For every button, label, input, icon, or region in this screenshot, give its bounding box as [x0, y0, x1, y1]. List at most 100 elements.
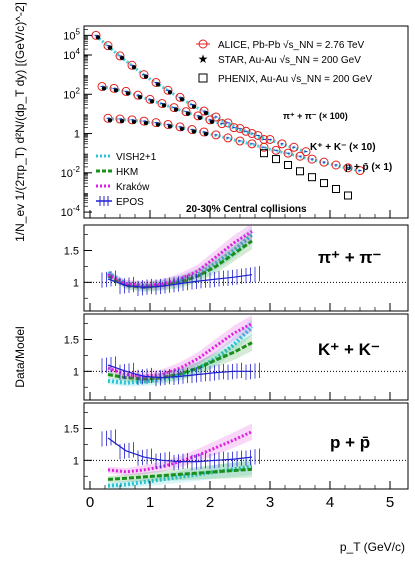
top-ylabel: 1/N_ev 1/(2πp_T) d²N/(dp_T dy) [(GeV/c)^… [13, 2, 27, 242]
model-band-top-2 [107, 117, 361, 173]
top-ytick-label: 10-4 [61, 204, 81, 219]
xtick-label: 3 [266, 494, 274, 511]
alice-point [139, 116, 149, 126]
star-point [107, 45, 113, 50]
ratio-label-pion: π⁺ + π⁻ [318, 248, 381, 267]
top-ytick-label: 1 [74, 129, 80, 141]
star-point [143, 120, 149, 126]
star-point [203, 131, 209, 137]
star-point [203, 110, 209, 116]
phenix-point [284, 161, 292, 170]
alice-point [283, 148, 293, 158]
ratio-panel-3-frame [83, 402, 409, 490]
alice-point [133, 90, 143, 100]
star-point [173, 107, 179, 112]
ratio-ytick-label: 1 [73, 455, 79, 467]
alice-point [199, 106, 209, 116]
species-label-pion: π⁺ + π⁻ (× 100) [283, 111, 348, 121]
ticks-layer: 105 104 102 1 10-2 10-4 1 1.5 1 1.5 1 1.5 0 1 2 3 4 5 [61, 25, 394, 511]
legend-phenix-label: PHENIX, Au-Au √s_NN = 200 GeV [218, 73, 373, 85]
alice-point [265, 134, 275, 144]
alice-point [331, 160, 341, 170]
ratio-ytick-label: 1.5 [64, 423, 79, 435]
model-curve-krakw-1 [107, 322, 253, 378]
star-point [149, 99, 155, 104]
alice-point [163, 119, 173, 129]
star-point [179, 126, 185, 132]
epos-curve-0 [107, 274, 253, 289]
top-ytick-label: 10-2 [61, 165, 81, 180]
alice-point [235, 136, 245, 146]
star-point [119, 55, 125, 61]
alice-point [103, 41, 113, 51]
ratio-ytick-label: 1.5 [64, 245, 79, 257]
star-point [161, 103, 167, 108]
ratio-panel-1-frame [83, 224, 409, 312]
star-point [155, 82, 161, 87]
legend-vish-label: VISH2+1 [116, 152, 157, 163]
top-ytick-label: 104 [63, 47, 80, 62]
star-point [95, 35, 101, 40]
alice-point [127, 60, 137, 70]
alice-point [319, 157, 329, 167]
star-point [167, 124, 173, 129]
species-label-proton: p + p̄ (× 1) [345, 162, 392, 173]
ratio-ytick-label: 1 [73, 277, 79, 289]
alice-point [157, 98, 167, 108]
alice-point [295, 151, 305, 161]
alice-point [199, 127, 209, 137]
star-point [191, 129, 197, 134]
star-point [185, 111, 191, 116]
legend-phenix-marker [198, 73, 208, 83]
star-point [179, 97, 185, 102]
phenix-point [320, 179, 328, 188]
legend-star-marker: ★ [198, 52, 209, 66]
legend-models: VISH2+1 HKM Kraków EPOS [96, 152, 157, 208]
legend-krakow-label: Kraków [116, 182, 150, 193]
alice-point [187, 125, 197, 135]
ratio-ytick-label: 1.5 [64, 334, 79, 346]
alice-point [301, 147, 311, 157]
legend-star-label: STAR, Au-Au √s_NN = 200 GeV [218, 54, 361, 66]
alice-point [271, 145, 281, 155]
alice-point [151, 77, 161, 87]
xtick-label: 2 [206, 494, 214, 511]
legend-hkm-label: HKM [116, 167, 138, 178]
alice-point [307, 154, 317, 164]
ratio-panel-2-frame [83, 313, 409, 401]
alice-point [343, 163, 353, 173]
star-point [119, 118, 125, 124]
alice-point [109, 83, 119, 93]
ratio-label-proton: p + p̄ [330, 433, 370, 452]
star-point [197, 115, 203, 121]
star-point [101, 86, 107, 91]
alice-point [115, 114, 125, 124]
alice-point [259, 142, 269, 152]
xtick-label: 1 [146, 494, 154, 511]
star-point [131, 119, 137, 125]
ratio-ytick-label: 1 [73, 366, 79, 378]
centrality-annotation: 20-30% Central collisions [186, 204, 307, 215]
alice-point [211, 112, 221, 122]
alice-point [217, 119, 227, 129]
alice-point [169, 103, 179, 113]
star-point [131, 65, 137, 70]
xtick-label: 5 [386, 494, 394, 511]
star-point [113, 88, 119, 93]
phenix-point [332, 184, 340, 193]
alice-point [289, 142, 299, 152]
alice-point [187, 100, 197, 110]
model-curve-hkm-0 [107, 239, 253, 289]
phenix-point [260, 149, 268, 158]
alice-point [163, 85, 173, 95]
star-point [209, 119, 215, 125]
legend-alice-label: ALICE, Pb-Pb √s_NN = 2.76 TeV [218, 39, 365, 51]
model-curve-hkm-1 [107, 341, 253, 381]
alice-point [121, 86, 131, 96]
phenix-point [308, 173, 316, 182]
xtick-label: 0 [86, 494, 94, 511]
star-point [191, 104, 197, 109]
alice-point [247, 139, 257, 149]
star-point [125, 91, 131, 96]
